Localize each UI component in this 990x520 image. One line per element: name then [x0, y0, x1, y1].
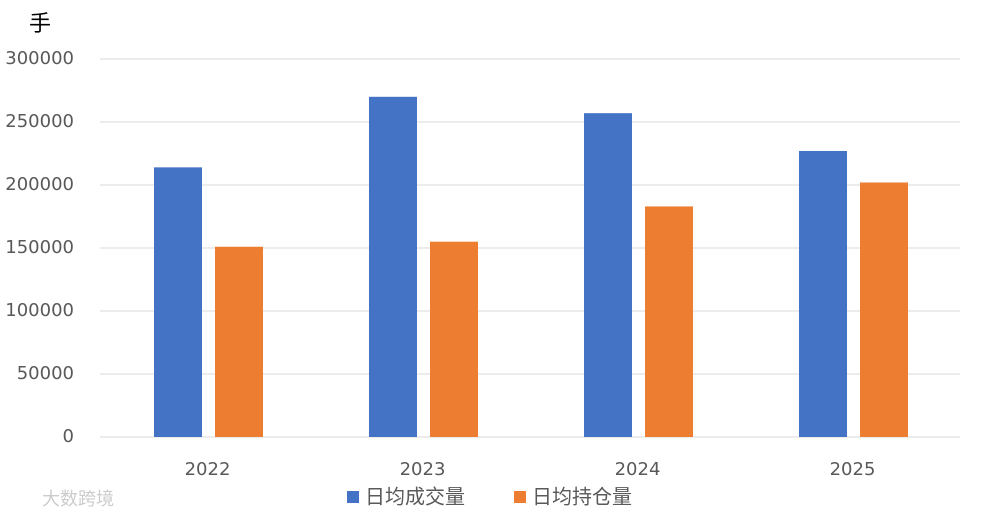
bar	[799, 150, 847, 438]
legend-label: 日均持仓量	[532, 485, 632, 509]
legend-swatch	[347, 491, 359, 503]
watermark: 大数跨境	[42, 489, 114, 510]
bar	[369, 96, 417, 438]
legend-label: 日均成交量	[365, 485, 465, 509]
x-tick-label: 2023	[400, 459, 446, 480]
y-tick-label: 300000	[5, 48, 74, 69]
x-tick-label: 2024	[615, 459, 661, 480]
x-tick-label: 2022	[185, 459, 231, 480]
bar	[430, 241, 478, 437]
bar	[584, 113, 632, 438]
y-tick-label: 250000	[5, 111, 74, 132]
bar	[645, 206, 693, 437]
y-tick-label: 150000	[5, 237, 74, 258]
bar	[860, 182, 908, 437]
bar	[154, 167, 202, 438]
x-tick-label: 2025	[830, 459, 876, 480]
y-tick-label: 200000	[5, 174, 74, 195]
legend-swatch	[514, 491, 526, 503]
y-tick-label: 100000	[5, 300, 74, 321]
y-tick-label: 0	[63, 426, 74, 447]
bar	[215, 246, 263, 437]
y-tick-label: 50000	[17, 363, 74, 384]
unit-label: 手	[29, 12, 51, 37]
